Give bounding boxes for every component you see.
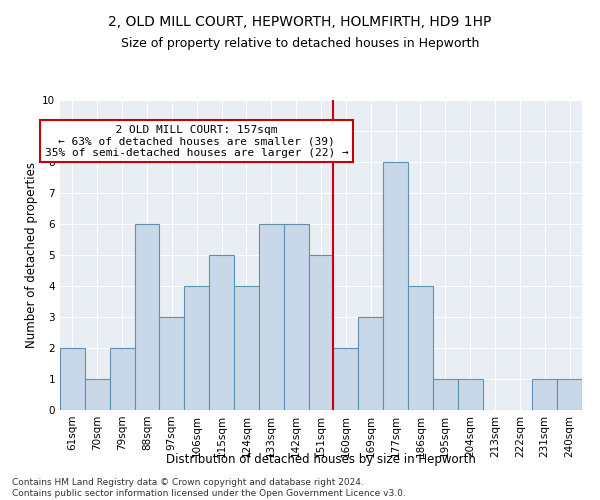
Bar	[234, 286, 259, 410]
Y-axis label: Number of detached properties: Number of detached properties	[25, 162, 38, 348]
Text: Contains HM Land Registry data © Crown copyright and database right 2024.
Contai: Contains HM Land Registry data © Crown c…	[12, 478, 406, 498]
Bar	[184, 286, 209, 410]
Bar	[85, 379, 110, 410]
Bar	[209, 255, 234, 410]
Bar	[60, 348, 85, 410]
Bar	[433, 379, 458, 410]
Bar	[458, 379, 482, 410]
Text: 2, OLD MILL COURT, HEPWORTH, HOLMFIRTH, HD9 1HP: 2, OLD MILL COURT, HEPWORTH, HOLMFIRTH, …	[109, 15, 491, 29]
Bar	[358, 317, 383, 410]
Text: 2 OLD MILL COURT: 157sqm  
← 63% of detached houses are smaller (39)
35% of semi: 2 OLD MILL COURT: 157sqm ← 63% of detach…	[45, 125, 349, 158]
Bar	[160, 317, 184, 410]
Bar	[532, 379, 557, 410]
Text: Distribution of detached houses by size in Hepworth: Distribution of detached houses by size …	[166, 452, 476, 466]
Bar	[284, 224, 308, 410]
Bar	[308, 255, 334, 410]
Bar	[383, 162, 408, 410]
Bar	[334, 348, 358, 410]
Bar	[259, 224, 284, 410]
Bar	[110, 348, 134, 410]
Bar	[557, 379, 582, 410]
Bar	[134, 224, 160, 410]
Text: Size of property relative to detached houses in Hepworth: Size of property relative to detached ho…	[121, 38, 479, 51]
Bar	[408, 286, 433, 410]
